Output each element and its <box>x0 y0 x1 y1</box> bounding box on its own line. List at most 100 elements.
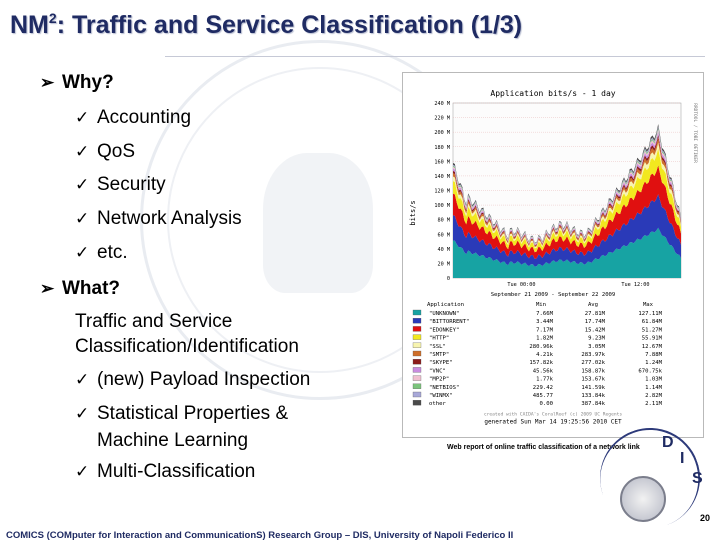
checkmark-bullet-icon: ✓ <box>75 370 90 389</box>
y-tick-label: 80 M <box>438 218 451 224</box>
legend-min: 45.56k <box>533 368 554 374</box>
legend-swatch <box>412 309 422 316</box>
legend-name: "SMTP" <box>429 352 449 358</box>
legend-avg: 158.87k <box>581 368 605 374</box>
legend-name: "BITTORRENT" <box>429 319 469 325</box>
y-tick-label: 180 M <box>434 145 450 151</box>
x-tick-label: Tue 12:00 <box>621 282 649 288</box>
legend-name: "MP2P" <box>429 377 449 383</box>
chart-caption: Web report of online traffic classificat… <box>447 444 640 451</box>
logo-letter: S <box>692 470 703 487</box>
footer-text: COMICS (COMputer for Interaction and Com… <box>6 530 514 541</box>
why-label: Why? <box>62 72 114 93</box>
legend-max: 2.11M <box>645 401 662 407</box>
university-seal-watermark <box>140 40 500 400</box>
legend-name: other <box>429 401 446 407</box>
legend-max: 55.91M <box>642 336 663 342</box>
legend-avg: 277.02k <box>581 360 605 366</box>
legend-avg: 15.42M <box>585 327 606 333</box>
checkmark-bullet-icon: ✓ <box>75 108 90 127</box>
title-rest: : Traffic and Service Classification (1/… <box>56 11 523 39</box>
why-item: ✓ QoS <box>75 141 135 163</box>
legend-min: 1.77k <box>536 377 553 383</box>
legend-name: "UNKNOWN" <box>429 311 459 317</box>
legend-name: "WINMX" <box>429 393 453 399</box>
legend-min: 485.77 <box>533 393 553 399</box>
series-area <box>453 194 681 267</box>
date-range-label: September 21 2009 - September 22 2009 <box>491 292 616 298</box>
legend-avg: 141.59k <box>581 385 605 391</box>
legend-name: "NETBIOS" <box>429 385 459 391</box>
why-item-label: Accounting <box>97 107 192 128</box>
legend-max: 127.11M <box>638 311 662 317</box>
what-item-label: Statistical Properties & <box>97 403 289 424</box>
legend-swatch <box>412 400 422 406</box>
legend-max: 1.14M <box>645 385 662 391</box>
checkmark-bullet-icon: ✓ <box>75 142 90 161</box>
legend-min: 0.00 <box>540 401 553 407</box>
slide-title: NM2: Traffic and Service Classification … <box>10 10 522 40</box>
legend-swatch <box>412 326 422 332</box>
y-tick-label: 0 <box>447 276 450 282</box>
why-item-label: Security <box>97 174 166 195</box>
checkmark-bullet-icon: ✓ <box>75 462 90 481</box>
legend-swatch <box>412 334 422 340</box>
checkmark-bullet-icon: ✓ <box>75 404 90 423</box>
legend-max: 1.24M <box>645 360 662 366</box>
why-item: ✓ Accounting <box>75 107 191 129</box>
title-underline <box>165 56 705 57</box>
table-header: Min <box>536 302 546 308</box>
legend-swatch <box>412 359 422 365</box>
what-item: ✓ (new) Payload Inspection <box>75 369 310 391</box>
why-item-label: etc. <box>97 242 128 263</box>
legend-swatch <box>412 383 422 389</box>
y-tick-label: 20 M <box>438 261 451 267</box>
x-tick-label: Tue 00:00 <box>507 282 535 288</box>
why-item-label: Network Analysis <box>97 208 242 229</box>
legend-min: 280.96k <box>529 344 553 350</box>
legend-max: 61.84M <box>642 319 663 325</box>
checkmark-bullet-icon: ✓ <box>75 243 90 262</box>
arrow-bullet-icon: ➢ <box>40 279 55 298</box>
checkmark-bullet-icon: ✓ <box>75 175 90 194</box>
y-tick-label: 120 M <box>434 189 450 195</box>
university-seal-logo <box>620 476 666 522</box>
logo-letter: I <box>680 450 685 467</box>
legend-max: 7.88M <box>645 352 662 358</box>
why-item-label: QoS <box>97 141 136 162</box>
why-item: ✓ Security <box>75 174 166 196</box>
legend-min: 7.66M <box>536 311 553 317</box>
chart-side-label: RRDTOOL / TOBI OETIKER <box>692 103 698 163</box>
what-item-continuation: Machine Learning <box>97 430 249 451</box>
legend-max: 1.03M <box>645 377 662 383</box>
legend-max: 2.82M <box>645 393 662 399</box>
legend-avg: 27.81M <box>585 311 606 317</box>
legend-swatch <box>412 350 422 357</box>
created-with-label: created with CAIDA's CoralReef (c) 2009 … <box>484 411 623 417</box>
why-item: ✓ Network Analysis <box>75 208 242 230</box>
title-main: NM <box>10 11 49 39</box>
why-item: ✓ etc. <box>75 242 128 264</box>
y-tick-label: 140 M <box>434 174 450 180</box>
series-area <box>453 148 681 253</box>
chart-title: Application bits/s - 1 day <box>490 89 615 98</box>
legend-name: "VNC" <box>429 368 446 374</box>
logo-letter: D <box>662 434 674 451</box>
what-text-line2: Classification/Identification <box>75 336 299 357</box>
y-tick-label: 220 M <box>434 116 450 122</box>
table-header: Application <box>427 302 464 308</box>
legend-min: 7.17M <box>536 327 553 333</box>
legend-name: "EDONKEY" <box>429 327 459 333</box>
title-superscript: 2 <box>48 10 57 26</box>
bullet-what: ➢ What? <box>40 278 120 300</box>
legend-min: 3.44M <box>536 319 553 325</box>
what-item: ✓ Statistical Properties & <box>75 403 288 425</box>
what-text-line1: Traffic and Service <box>75 311 233 332</box>
legend-max: 12.67M <box>642 344 663 350</box>
legend-min: 4.21k <box>536 352 553 358</box>
legend-min: 1.82M <box>536 336 553 342</box>
what-item-label: Multi-Classification <box>97 461 256 482</box>
legend-avg: 133.84k <box>581 393 605 399</box>
legend-name: "SSL" <box>429 344 446 350</box>
table-header: Max <box>643 302 654 308</box>
